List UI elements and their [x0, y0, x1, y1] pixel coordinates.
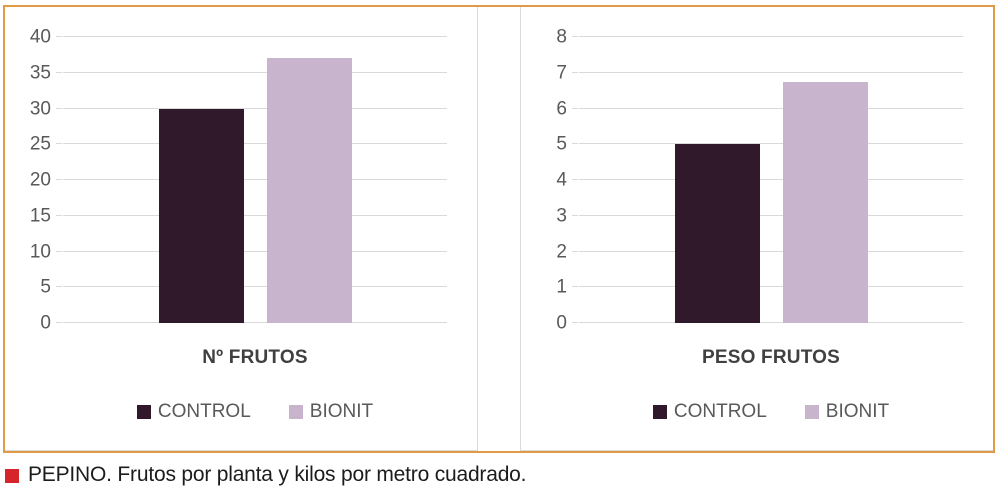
plot-area [572, 36, 963, 323]
plot-area [56, 36, 447, 323]
gridline [63, 143, 447, 145]
y-tick-mark [572, 179, 578, 180]
y-tick-label: 7 [556, 62, 567, 84]
y-tick-label: 25 [29, 133, 51, 155]
gridline [579, 143, 963, 145]
legend-swatch [652, 405, 667, 419]
y-tick-mark [572, 250, 578, 252]
gridline [63, 322, 447, 323]
red-square-icon [5, 469, 19, 483]
y-tick-label: 30 [29, 98, 51, 119]
legend: CONTROL BIONIT [579, 401, 963, 423]
y-tick-label: 5 [40, 276, 51, 298]
y-tick-mark [56, 179, 62, 180]
gridline [579, 322, 963, 323]
y-tick-label: 6 [556, 98, 567, 119]
panel-gap [478, 7, 520, 451]
y-tick-mark [56, 322, 62, 323]
legend-label: BIONIT [309, 401, 374, 422]
y-tick-label: 15 [29, 205, 51, 227]
gridline [579, 250, 963, 252]
y-tick-mark [56, 143, 62, 145]
gridline [579, 286, 963, 288]
legend-swatch [136, 405, 151, 419]
y-tick-mark [56, 36, 62, 37]
y-tick-mark [572, 322, 578, 323]
y-tick-label: 5 [556, 133, 567, 155]
bar-control [674, 144, 760, 323]
y-tick-label: 3 [556, 205, 567, 227]
y-tick-mark [572, 286, 578, 288]
y-tick-label: 4 [556, 169, 567, 191]
category-label: PESO FRUTOS [701, 347, 841, 368]
legend-item-bionit: BIONIT [288, 401, 374, 423]
legend-swatch [288, 405, 303, 419]
gridline [63, 286, 447, 288]
legend-label: CONTROL [673, 401, 767, 422]
y-tick-label: 8 [556, 26, 567, 48]
y-tick-mark [56, 214, 62, 216]
bar-bionit [266, 58, 352, 323]
legend-swatch [804, 405, 819, 419]
y-tick-mark [56, 286, 62, 288]
gridline [579, 36, 963, 37]
category-axis: PESO FRUTOS [579, 347, 963, 369]
y-tick-mark [56, 250, 62, 252]
y-tick-label: 0 [40, 312, 51, 334]
y-tick-mark [572, 107, 578, 109]
y-axis: 0 1 2 3 4 5 6 7 8 [521, 28, 573, 333]
legend-item-bionit: BIONIT [804, 401, 890, 423]
y-tick-mark [56, 71, 62, 73]
y-tick-label: 2 [556, 241, 567, 262]
gridline [63, 107, 447, 109]
gridline [579, 71, 963, 73]
caption: PEPINO. Frutos por planta y kilos por me… [5, 463, 526, 487]
bar-control [158, 108, 244, 323]
chart-panel-frutos: 0 5 10 15 20 25 30 35 40 Nº FRUTOS CONTROL BIONIT [5, 7, 478, 451]
y-tick-mark [572, 71, 578, 73]
chart-panel-peso: 0 1 2 3 4 5 6 7 8 PESO FRUTOS CONTROL BIONIT [520, 7, 993, 451]
y-tick-label: 1 [556, 276, 567, 298]
y-tick-mark [572, 214, 578, 216]
gridline [579, 214, 963, 216]
bar-bionit [782, 81, 868, 323]
y-tick-label: 0 [556, 312, 567, 334]
y-tick-label: 40 [29, 26, 51, 48]
y-tick-mark [572, 36, 578, 37]
charts-container: 0 5 10 15 20 25 30 35 40 Nº FRUTOS CONTROL BIONIT… [3, 5, 995, 453]
gridline [63, 179, 447, 180]
y-tick-label: 35 [29, 62, 51, 84]
gridline [63, 36, 447, 37]
legend-label: BIONIT [825, 401, 890, 422]
legend-item-control: CONTROL [136, 401, 251, 423]
y-tick-label: 10 [29, 241, 51, 262]
y-tick-mark [56, 107, 62, 109]
category-axis: Nº FRUTOS [63, 347, 447, 369]
gridline [579, 107, 963, 109]
gridline [63, 71, 447, 73]
gridline [63, 214, 447, 216]
legend-item-control: CONTROL [652, 401, 767, 423]
gridline [579, 179, 963, 180]
y-axis: 0 5 10 15 20 25 30 35 40 [5, 28, 57, 333]
category-label: Nº FRUTOS [202, 347, 308, 368]
y-tick-mark [572, 143, 578, 145]
caption-text: PEPINO. Frutos por planta y kilos por me… [28, 463, 527, 486]
gridline [63, 250, 447, 252]
legend-label: CONTROL [157, 401, 251, 422]
legend: CONTROL BIONIT [63, 401, 447, 423]
y-tick-label: 20 [29, 169, 51, 191]
